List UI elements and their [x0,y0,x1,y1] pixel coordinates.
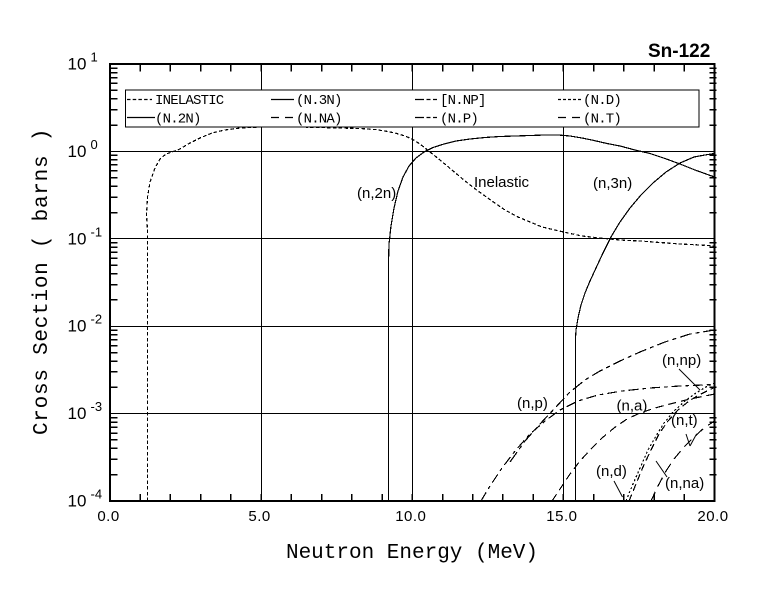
svg-text:Cross Section ( barns ): Cross Section ( barns ) [31,128,54,435]
svg-text:10: 10 [68,55,87,74]
svg-text:(N.T): (N.T) [583,112,621,128]
svg-text:10: 10 [68,404,87,423]
svg-text:(n,np): (n,np) [662,352,701,369]
svg-text:10: 10 [68,229,87,248]
svg-text:-3: -3 [91,399,103,414]
svg-text:(n,a): (n,a) [617,398,648,415]
svg-text:(n,d): (n,d) [596,463,627,480]
svg-text:10: 10 [68,142,87,161]
svg-text:Inelastic: Inelastic [474,174,530,191]
svg-text:INELASTIC: INELASTIC [155,93,224,109]
svg-text:15.0: 15.0 [546,508,577,525]
svg-text:(n,2n): (n,2n) [357,185,396,202]
svg-text:(N.D): (N.D) [583,93,621,109]
svg-text:[N.NP]: [N.NP] [440,93,486,109]
svg-text:0: 0 [91,137,98,152]
svg-text:(n,3n): (n,3n) [593,175,632,192]
svg-text:(n,p): (n,p) [517,395,548,412]
svg-text:-1: -1 [91,224,103,239]
svg-text:(n,na): (n,na) [665,475,704,492]
svg-text:5.0: 5.0 [248,508,270,525]
svg-text:0.0: 0.0 [97,508,119,525]
svg-text:Sn-122: Sn-122 [648,41,710,62]
svg-text:(N.2N): (N.2N) [155,112,201,128]
svg-text:10: 10 [68,492,87,511]
svg-text:(n,t): (n,t) [671,412,698,429]
svg-text:10: 10 [68,317,87,336]
svg-text:(N.NA): (N.NA) [296,112,342,128]
svg-text:20.0: 20.0 [697,508,728,525]
svg-text:1: 1 [91,50,98,65]
svg-text:10.0: 10.0 [395,508,426,525]
svg-text:-4: -4 [91,487,103,502]
svg-text:(N.P): (N.P) [440,112,478,128]
svg-text:-2: -2 [91,312,103,327]
svg-text:(N.3N): (N.3N) [296,93,342,109]
svg-text:Neutron Energy (MeV): Neutron Energy (MeV) [286,542,538,565]
